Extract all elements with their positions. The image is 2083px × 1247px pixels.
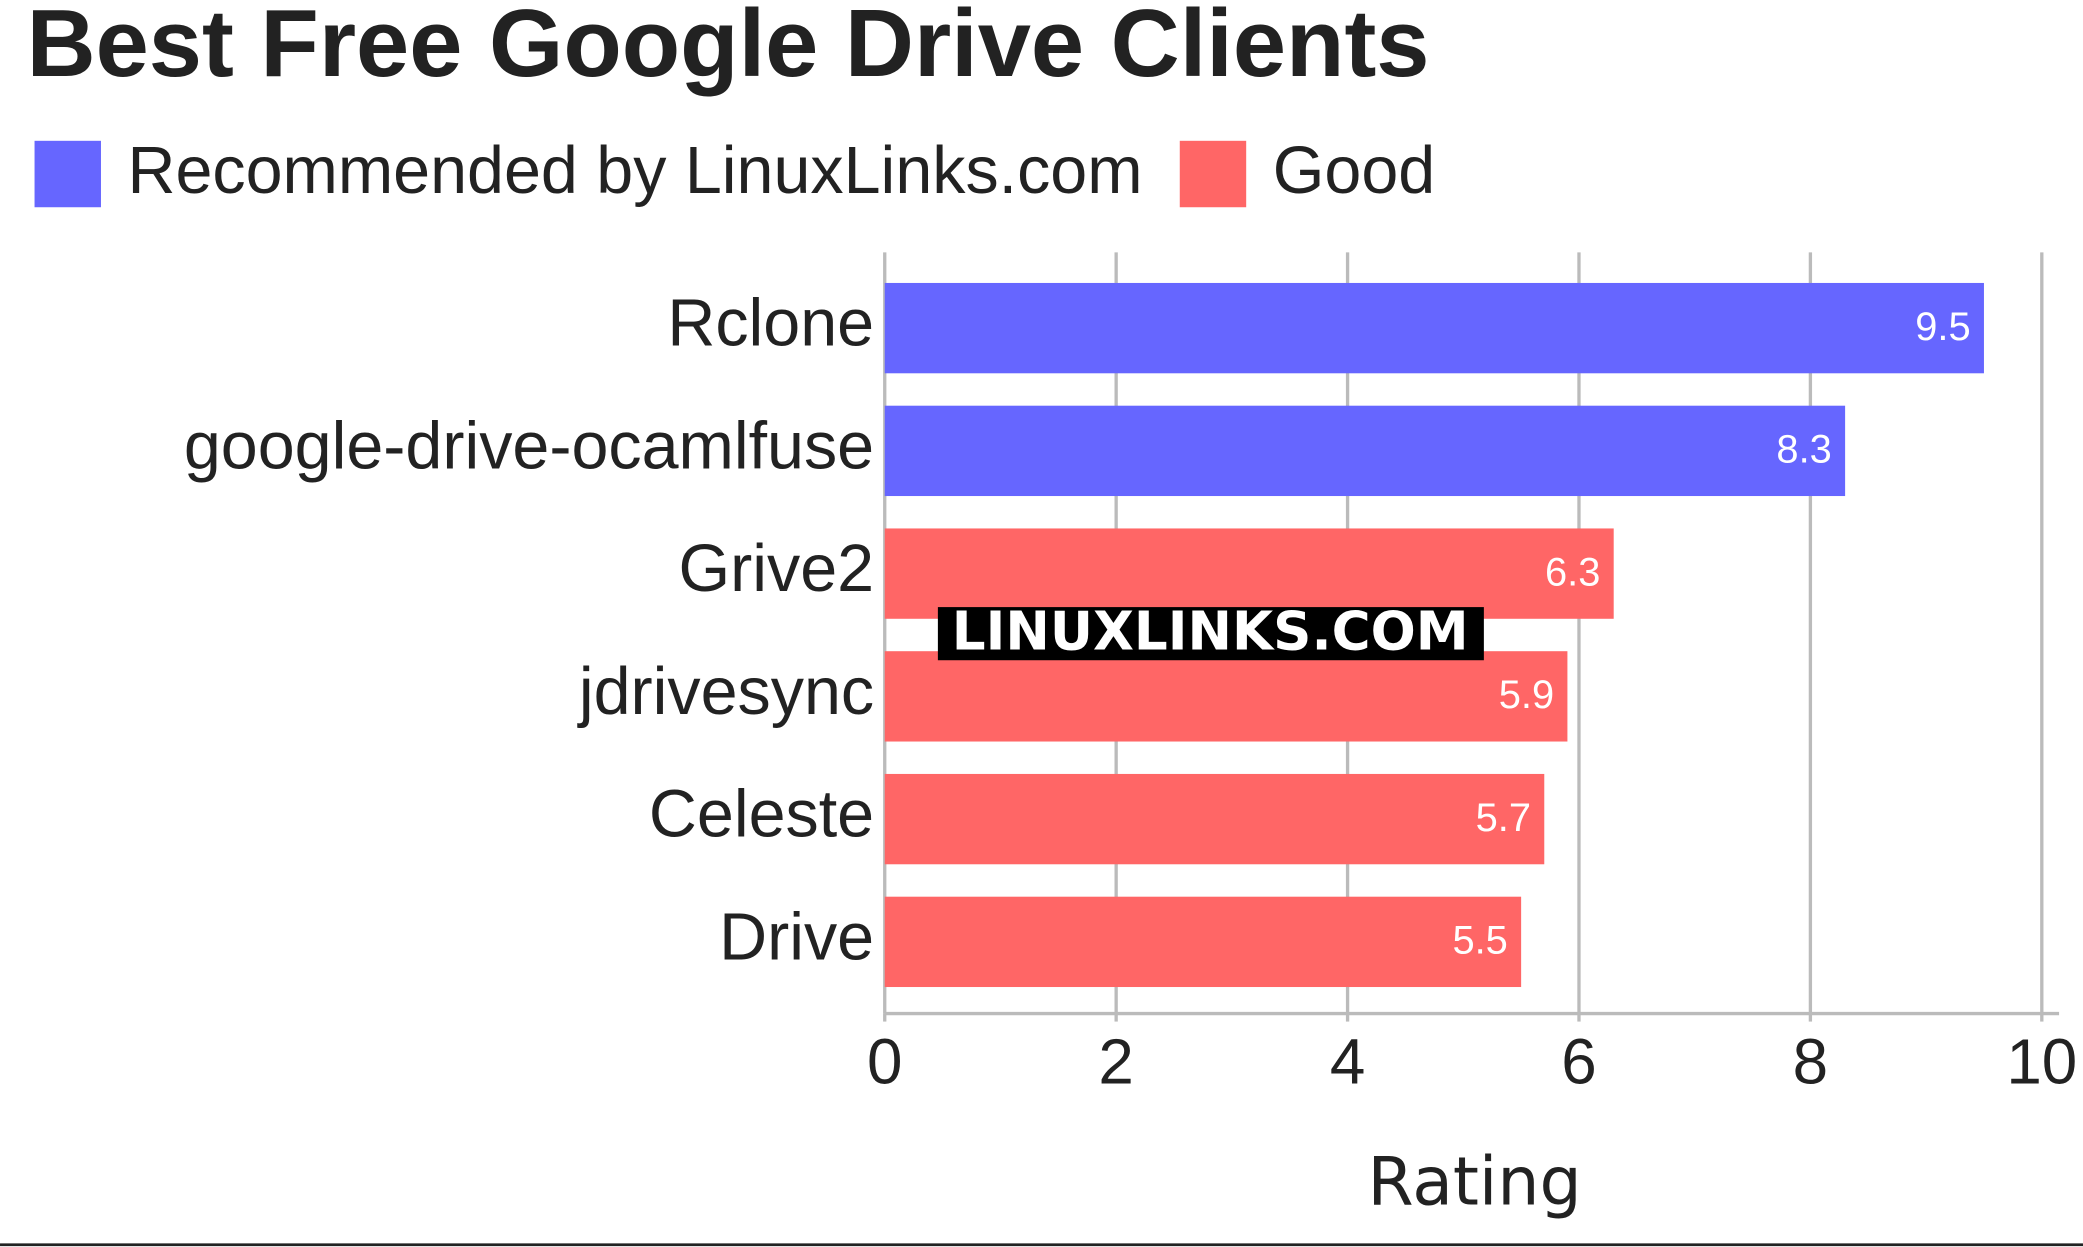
- bar: [884, 773, 1545, 865]
- y-tick-label: Rclone: [667, 287, 874, 361]
- legend-swatch: [34, 140, 101, 208]
- value-label: 8.3: [1776, 428, 1831, 472]
- watermark: LINUXLINKS.COM: [952, 601, 1469, 663]
- watermark-bg: [937, 607, 1484, 661]
- bar: [884, 282, 1984, 374]
- y-tick-label: Celeste: [649, 778, 874, 852]
- x-axis-label: Rating: [1368, 1142, 1582, 1220]
- value-label: 9.5: [1915, 305, 1970, 349]
- bar: [884, 528, 1614, 619]
- bar: [884, 405, 1846, 497]
- x-tick-label: 10: [2006, 1026, 2077, 1098]
- x-tick-label: 4: [1330, 1026, 1365, 1098]
- y-tick-label: Grive2: [679, 532, 875, 606]
- x-tick-label: 6: [1561, 1026, 1596, 1098]
- y-tick-label: jdrivesync: [577, 655, 874, 729]
- value-label: 6.3: [1545, 550, 1600, 594]
- value-label: 5.5: [1452, 919, 1507, 963]
- value-label: 5.9: [1499, 673, 1554, 717]
- y-tick-label: google-drive-ocamlfuse: [184, 409, 874, 483]
- bar: [884, 896, 1522, 988]
- legend-label: Good: [1273, 134, 1435, 208]
- y-tick-label: Drive: [719, 900, 874, 974]
- value-label: 5.7: [1476, 796, 1531, 840]
- x-tick-label: 2: [1098, 1026, 1133, 1098]
- x-tick-label: 8: [1793, 1026, 1828, 1098]
- x-tick-label: 0: [867, 1026, 902, 1098]
- legend-label: Recommended by LinuxLinks.com: [128, 134, 1143, 208]
- bar: [884, 651, 1568, 742]
- legend-swatch: [1179, 140, 1247, 208]
- chart-title: Best Free Google Drive Clients: [27, 0, 1430, 97]
